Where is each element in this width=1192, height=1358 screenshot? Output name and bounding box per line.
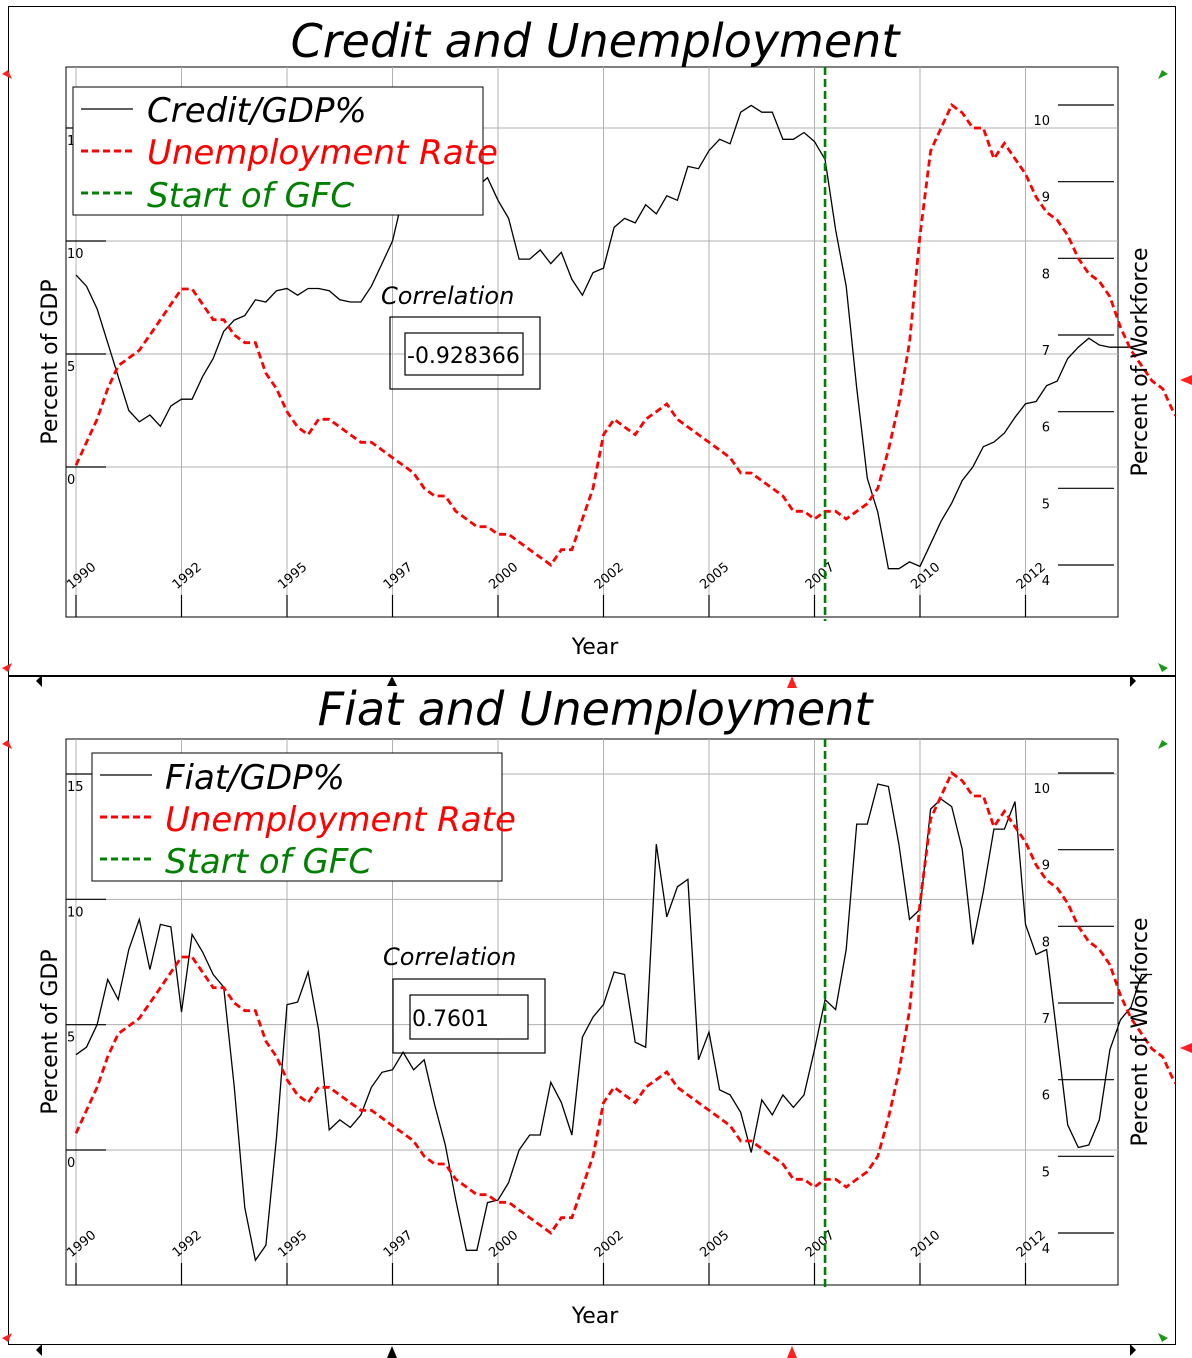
right-y-tick-label: 8 [1042, 935, 1050, 950]
left-y-tick-label: 10 [67, 247, 84, 262]
right-y-axis-title: Percent of Workforce [1128, 247, 1153, 476]
right-y-tick-label: 4 [1042, 574, 1050, 589]
right-y-tick-label: 8 [1042, 267, 1050, 282]
correlation-value: 0.7601 [412, 1007, 489, 1032]
marker-red-edge [787, 1346, 797, 1358]
left-y-tick-label: 0 [67, 1156, 75, 1171]
marker-black-edge [36, 1344, 42, 1356]
right-y-tick-label: 10 [1033, 782, 1050, 797]
right-y-tick-label: 10 [1033, 114, 1050, 129]
correlation-label: Correlation [381, 282, 514, 310]
left-y-tick-label: 15 [67, 780, 84, 795]
legend-label-fiat: Fiat/GDP% [165, 758, 345, 798]
chart-panel-fiat: Fiat and Unemployment 1990 1992 1995 1997 20… [8, 676, 1176, 1345]
marker-black-edge [387, 1346, 397, 1358]
chart-fiat-unemployment: Fiat and Unemployment 1990 1992 1995 1997 20… [38, 682, 1175, 1329]
left-y-tick-label: 5 [67, 360, 75, 375]
legend-label-unemployment: Unemployment Rate [165, 800, 516, 840]
right-y-tick-label: 5 [1042, 497, 1050, 512]
correlation-label: Correlation [383, 943, 516, 971]
legend-label-gfc: Start of GFC [165, 842, 372, 882]
correlation-value: -0.928366 [407, 344, 520, 369]
left-y-tick-label: 0 [67, 473, 75, 488]
chart-panel-credit: Credit and Unemployment 1990 1992 1995 1997… [8, 6, 1176, 676]
marker-black-edge [1130, 1344, 1136, 1356]
right-y-tick-label: 7 [1042, 344, 1050, 359]
x-axis-title: Year [571, 635, 620, 660]
left-y-tick-label: 5 [67, 1031, 75, 1046]
right-y-tick-label: 5 [1042, 1165, 1050, 1180]
series-line-credit [75, 104, 1131, 570]
marker-red-edge [1180, 1043, 1192, 1053]
right-y-tick-label: 7 [1042, 1012, 1050, 1027]
legend: Credit/GDP% Unemployment Rate Start of G… [72, 86, 498, 216]
correlation-box: Correlation -0.928366 [381, 282, 541, 390]
series-line-unemployment [74, 770, 1175, 1235]
right-y-tick-label: 6 [1042, 421, 1050, 436]
right-y-tick-label: 9 [1042, 191, 1050, 206]
legend-label-credit: Credit/GDP% [147, 91, 367, 131]
legend-label-unemployment: Unemployment Rate [147, 133, 498, 173]
series-line-fiat [75, 783, 1153, 1262]
legend: Fiat/GDP% Unemployment Rate Start of GFC [91, 752, 516, 882]
chart-title: Fiat and Unemployment [318, 682, 875, 736]
chart-credit-unemployment: Credit and Unemployment 1990 1992 1995 1997… [38, 14, 1175, 660]
right-y-tick-label: 4 [1042, 1242, 1050, 1257]
right-y-tick-label: 6 [1042, 1089, 1050, 1104]
series-line-unemployment [74, 102, 1175, 567]
x-axis-title: Year [571, 1304, 620, 1329]
left-y-tick-label: 10 [67, 905, 84, 920]
right-y-axis-title: Percent of Workforce [1128, 917, 1153, 1146]
left-y-axis-title: Percent of GDP [38, 279, 63, 444]
right-y-tick-label: 9 [1042, 859, 1050, 874]
marker-red-edge [1180, 375, 1192, 385]
legend-label-gfc: Start of GFC [147, 176, 354, 216]
chart-title: Credit and Unemployment [291, 14, 902, 68]
correlation-box: Correlation 0.7601 [383, 943, 546, 1054]
left-y-axis-title: Percent of GDP [38, 949, 63, 1114]
